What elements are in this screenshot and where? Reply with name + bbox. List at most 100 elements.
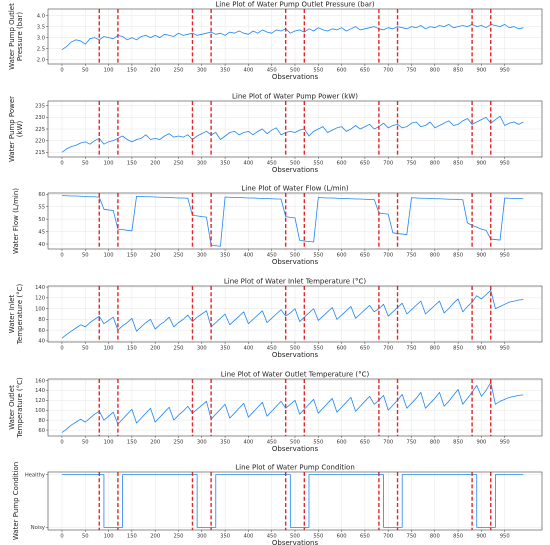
x-tick-label: 750 [407, 68, 417, 74]
x-tick-label: 900 [476, 68, 486, 74]
x-tick-label: 50 [82, 534, 89, 540]
x-tick-label: 850 [453, 534, 463, 540]
x-tick-label: 550 [313, 346, 323, 352]
series-line [61, 382, 524, 433]
x-tick-label: 950 [500, 346, 510, 352]
y-tick-label: 60 [38, 192, 45, 198]
x-tick-label: 150 [127, 440, 137, 446]
chart-title: Line Plot of Water Pump Condition [235, 464, 355, 472]
x-tick-label: 700 [383, 440, 393, 446]
y-tick-label: Healthy [25, 472, 45, 478]
x-tick-label: 250 [174, 161, 184, 167]
x-tick-label: 750 [407, 253, 417, 259]
y-tick-label: 140 [35, 388, 45, 394]
y-tick-label: 4.0 [37, 13, 45, 19]
chart-title: Line Plot of Water Outlet Temperature (°… [221, 371, 370, 379]
chart-title: Line Plot of Water Inlet Temperature (°C… [224, 278, 367, 286]
y-tick-label: 100 [35, 408, 45, 414]
x-tick-label: 100 [104, 534, 114, 540]
x-tick-label: 950 [500, 253, 510, 259]
x-tick-label: 800 [430, 440, 440, 446]
x-axis-label: Observations [272, 351, 319, 359]
x-tick-label: 500 [290, 346, 300, 352]
chart-title: Line Plot of Water Pump Outlet Pressure … [215, 1, 375, 9]
x-tick-label: 100 [104, 440, 114, 446]
x-tick-label: 850 [453, 346, 463, 352]
x-tick-label: 550 [313, 440, 323, 446]
x-tick-label: 0 [60, 346, 63, 352]
x-tick-label: 350 [220, 161, 230, 167]
x-tick-label: 950 [500, 534, 510, 540]
x-tick-label: 300 [197, 68, 207, 74]
x-tick-label: 250 [174, 346, 184, 352]
y-tick-label: 60 [38, 328, 45, 334]
x-tick-label: 300 [197, 534, 207, 540]
x-axis-label: Observations [272, 445, 319, 453]
x-axis-label: Observations [272, 73, 319, 81]
x-tick-label: 200 [150, 253, 160, 259]
y-tick-label: 60 [38, 428, 45, 434]
x-axis-label: Observations [272, 539, 319, 545]
x-tick-label: 800 [430, 68, 440, 74]
x-tick-label: 50 [82, 253, 89, 259]
y-tick-label: 140 [35, 285, 45, 291]
x-tick-label: 150 [127, 253, 137, 259]
x-tick-label: 850 [453, 440, 463, 446]
x-tick-label: 450 [267, 68, 277, 74]
y-tick-label: 45 [38, 229, 45, 235]
y-tick-label: 50 [38, 217, 45, 223]
y-tick-label: Noisy [31, 525, 45, 531]
x-tick-label: 500 [290, 68, 300, 74]
y-axis-label: Temperature (°C) [16, 284, 24, 346]
y-axis-label: Water Outlet [8, 385, 16, 430]
x-tick-label: 200 [150, 68, 160, 74]
x-tick-label: 100 [104, 161, 114, 167]
x-tick-label: 700 [383, 534, 393, 540]
x-tick-label: 150 [127, 534, 137, 540]
x-tick-label: 250 [174, 68, 184, 74]
x-tick-label: 650 [360, 534, 370, 540]
y-tick-label: 160 [35, 378, 45, 384]
y-tick-label: 120 [35, 398, 45, 404]
y-tick-label: 225 [35, 127, 45, 133]
y-axis-label: Water Inlet [8, 295, 16, 334]
x-tick-label: 350 [220, 534, 230, 540]
x-tick-label: 300 [197, 440, 207, 446]
chart-panel-6: 0 50 100 150 200 250 300 350 400 450 500 550 600 650 7… [12, 462, 543, 545]
x-tick-label: 600 [337, 161, 347, 167]
x-tick-label: 600 [337, 253, 347, 259]
y-tick-label: 3.0 [37, 35, 45, 41]
x-tick-label: 50 [82, 346, 89, 352]
y-tick-label: 2.5 [37, 46, 45, 52]
x-tick-label: 450 [267, 161, 277, 167]
x-tick-label: 950 [500, 440, 510, 446]
x-tick-label: 500 [290, 253, 300, 259]
x-tick-label: 250 [174, 253, 184, 259]
chart-title: Line Plot of Water Pump Power (kW) [232, 93, 358, 101]
x-tick-label: 750 [407, 161, 417, 167]
x-tick-label: 100 [104, 346, 114, 352]
x-tick-label: 100 [104, 253, 114, 259]
chart-panel-4: 0 50 100 150 200 250 300 350 400 450 500 550 600 650 7… [8, 278, 543, 359]
x-tick-label: 600 [337, 346, 347, 352]
x-tick-label: 950 [500, 68, 510, 74]
x-tick-label: 800 [430, 346, 440, 352]
x-tick-label: 50 [82, 161, 89, 167]
y-tick-label: 40 [38, 242, 45, 248]
x-tick-label: 350 [220, 440, 230, 446]
x-tick-label: 400 [243, 346, 253, 352]
x-tick-label: 900 [476, 440, 486, 446]
y-tick-label: 55 [38, 204, 45, 210]
x-tick-label: 650 [360, 68, 370, 74]
chart-panel-1: 0 50 100 150 200 250 300 350 400 450 500 550 600 650 7… [8, 1, 543, 81]
y-tick-label: 80 [38, 418, 45, 424]
y-tick-label: 80 [38, 317, 45, 323]
x-tick-label: 600 [337, 440, 347, 446]
x-tick-label: 500 [290, 161, 300, 167]
y-tick-label: 235 [35, 103, 45, 109]
x-tick-label: 700 [383, 161, 393, 167]
x-tick-label: 400 [243, 68, 253, 74]
y-tick-label: 100 [35, 306, 45, 312]
x-tick-label: 200 [150, 346, 160, 352]
